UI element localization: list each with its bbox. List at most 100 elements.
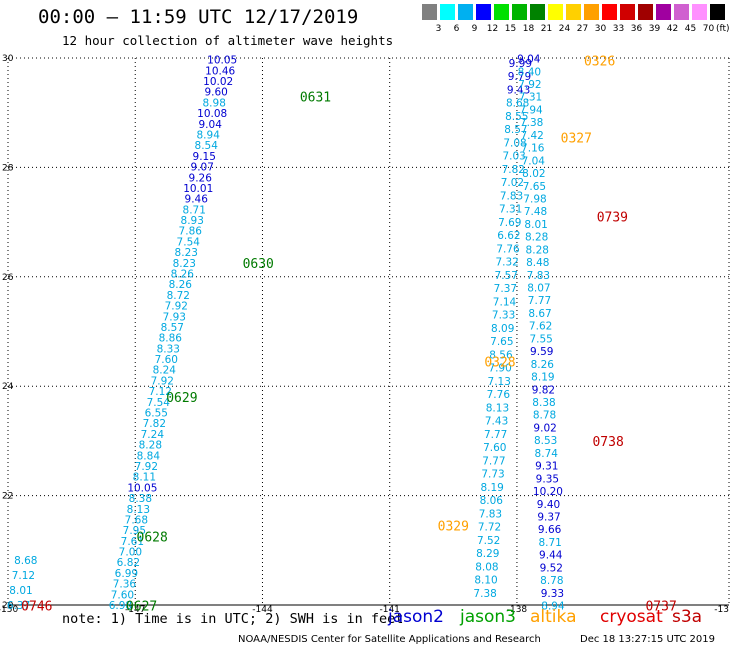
lat-tick-label: 28 [2, 163, 14, 173]
wave-height-value: 7.94 [519, 104, 543, 116]
wave-height-value: 8.33 [157, 343, 180, 355]
wave-height-value: 6.62 [497, 230, 520, 242]
wave-height-value: 8.86 [159, 333, 183, 345]
wave-height-value: 8.26 [531, 359, 555, 371]
wave-height-value: 7.83 [500, 190, 523, 202]
legend-swatch [494, 4, 509, 20]
wave-height-value: 8.40 [518, 66, 541, 78]
wave-height-value: 7.31 [499, 204, 522, 216]
wave-height-value: 8.56 [489, 349, 513, 361]
wave-height-value: 7.93 [163, 311, 186, 323]
wave-height-value: 7.13 [488, 376, 511, 388]
wave-height-value: 7.04 [522, 155, 546, 167]
pass-time-label: 0326 [584, 55, 615, 70]
wave-height-value: 9.15 [193, 151, 216, 163]
pass-time-label: 0630 [243, 257, 274, 272]
wave-height-value: 8.07 [527, 283, 550, 295]
legend-swatch [620, 4, 635, 20]
wave-height-value: 8.53 [534, 435, 557, 447]
wave-height-value: 7.31 [519, 92, 542, 104]
wave-height-value: 9.46 [185, 194, 209, 206]
legend-swatch [602, 4, 617, 20]
wave-height-value: 7.76 [496, 243, 520, 255]
pass-time-label: 0628 [137, 531, 168, 546]
legend-label: 30 [594, 24, 607, 34]
wave-height-value: 7.32 [495, 257, 518, 269]
wave-height-value: 8.57 [161, 322, 184, 334]
lat-tick-label: 22 [2, 492, 13, 502]
wave-height-value: 8.98 [203, 97, 226, 109]
wave-height-value: 7.92 [135, 461, 158, 473]
wave-height-value: 10.08 [197, 108, 227, 120]
legend-label: 9 [471, 24, 478, 34]
wave-height-value: 7.62 [529, 321, 552, 333]
wave-height-value: 7.08 [503, 137, 526, 149]
wave-height-value: 7.83 [527, 270, 550, 282]
wave-height-value: 8.72 [167, 290, 190, 302]
legend-swatch [710, 4, 725, 20]
wave-height-value: 7.60 [155, 354, 178, 366]
wave-height-value: 8.01 [524, 219, 547, 231]
wave-height-value: 7.54 [177, 236, 201, 248]
legend-swatch [440, 4, 455, 20]
wave-height-value: 7.12 [149, 386, 172, 398]
wave-height-value: 8.94 [541, 601, 565, 613]
wave-height-value: 7.36 [113, 579, 137, 591]
wave-height-value: 7.77 [528, 295, 551, 307]
lon-tick-label: -150 [0, 605, 18, 615]
wave-height-value: 8.19 [480, 482, 503, 494]
wave-height-value: 8.11 [133, 472, 156, 484]
wave-height-value: 7.76 [487, 389, 511, 401]
map-title: 00:00 – 11:59 UTC 12/17/2019 [38, 6, 359, 28]
legend-label: 24 [558, 24, 571, 34]
legend-swatch [548, 4, 563, 20]
wave-height-value: 7.65 [523, 181, 546, 193]
wave-height-value: 9.44 [539, 550, 563, 562]
wave-height-value: 7.83 [479, 508, 502, 520]
legend-label: 36 [630, 24, 643, 34]
wave-height-value: 10.05 [127, 482, 157, 494]
wave-height-value: 7.33 [492, 310, 515, 322]
pass-time-label: 0631 [300, 90, 331, 105]
wave-height-value: 7.55 [529, 333, 552, 345]
wave-height-value: 8.78 [540, 575, 563, 587]
wave-height-value: 7.77 [482, 455, 505, 467]
wave-height-value: 8.93 [181, 215, 204, 227]
wave-height-value: 8.54 [195, 140, 219, 152]
legend-label: 39 [648, 24, 661, 34]
wave-height-value: 9.02 [533, 422, 556, 434]
wave-height-value: 8.78 [533, 410, 556, 422]
legend-swatch [458, 4, 473, 20]
pass-time-label: 0629 [166, 391, 197, 406]
legend-swatch [476, 4, 491, 20]
legend-swatch [638, 4, 653, 20]
wave-height-value: 7.77 [484, 429, 507, 441]
wave-height-value: 7.48 [524, 206, 547, 218]
wave-height-value: 9.52 [540, 562, 563, 574]
wave-height-value: 7.02 [501, 177, 524, 189]
wave-height-value: 7.00 [119, 547, 142, 559]
wave-height-value: 7.60 [111, 589, 134, 601]
wave-height-value: 7.69 [498, 217, 521, 229]
lon-tick-label: -138 [507, 605, 528, 615]
wave-height-value: 8.08 [475, 561, 498, 573]
wave-height-value: 7.43 [485, 416, 508, 428]
wave-height-value: 8.94 [197, 129, 221, 141]
legend-label: 42 [666, 24, 679, 34]
wave-height-value: 9.07 [191, 162, 214, 174]
wave-height-value: 8.26 [169, 279, 193, 291]
lon-tick-label: -13 [714, 605, 729, 615]
wave-height-value: 7.52 [477, 535, 500, 547]
legend-swatch [422, 4, 437, 20]
legend-label: 6 [453, 24, 460, 34]
wave-height-value: 8.24 [153, 365, 177, 377]
wave-height-value: 7.92 [518, 79, 541, 91]
wave-height-value: 7.92 [165, 301, 188, 313]
legend-swatch [692, 4, 707, 20]
wave-height-value: 9.40 [537, 499, 560, 511]
wave-height-value: 7.16 [521, 143, 545, 155]
wave-height-value: 7.24 [141, 429, 165, 441]
wave-height-value: 9.26 [189, 172, 213, 184]
pass-time-label: 0738 [592, 435, 623, 450]
legend-label: 15 [504, 24, 517, 34]
